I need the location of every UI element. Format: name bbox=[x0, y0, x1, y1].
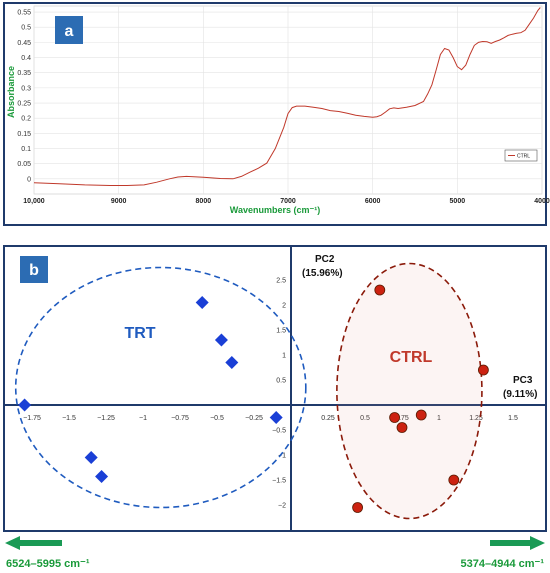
trt-point bbox=[269, 411, 283, 424]
spectrum-frame bbox=[3, 2, 547, 226]
right-range-label: 5374–4944 cm⁻¹ bbox=[461, 558, 545, 570]
panel-a-badge bbox=[55, 16, 83, 44]
y-tick-label: 0.15 bbox=[17, 131, 31, 138]
pc2-tick-label: −2 bbox=[278, 503, 286, 510]
y-tick-label: 0.5 bbox=[21, 25, 31, 32]
left-range-label: 6524–5995 cm⁻¹ bbox=[6, 558, 90, 570]
x-tick-label: 4000 bbox=[534, 198, 550, 205]
pc3-tick-label: −0.75 bbox=[171, 415, 189, 422]
spectrum-panel: 0 0.05 0.1 0.15 0.2 0.25 0.3 0.35 0.4 0.45 0.5 0.55… bbox=[3, 2, 550, 226]
legend-label: CTRL bbox=[517, 154, 530, 160]
ctrl-point bbox=[352, 502, 364, 513]
pc2-tick-label: 2 bbox=[282, 303, 286, 310]
spectrum-y-ticks: 0 0.05 0.1 0.15 0.2 0.25 0.3 0.35 0.4 0.45 0.5 0.55 bbox=[17, 10, 31, 184]
pc3-tick-label: −1.25 bbox=[97, 415, 115, 422]
pc2-axis-label: PC2 bbox=[315, 254, 335, 265]
pc3-tick-label: −0.25 bbox=[245, 415, 263, 422]
panel-b-label: b bbox=[29, 262, 39, 279]
x-tick-label: 6000 bbox=[365, 198, 381, 205]
pc2-tick-label: 0.5 bbox=[276, 378, 286, 385]
panel-b-badge bbox=[20, 256, 48, 283]
trt-point bbox=[84, 451, 98, 464]
ctrl-point bbox=[448, 474, 460, 486]
spectrum-legend: CTRL bbox=[504, 149, 538, 162]
y-tick-label: 0.1 bbox=[21, 146, 31, 153]
pc3-tick-label: −1.75 bbox=[23, 415, 41, 422]
right-arrow bbox=[490, 536, 545, 550]
trt-point bbox=[214, 333, 228, 347]
y-tick-label: 0 bbox=[27, 176, 31, 183]
ctrl-group-label: CTRL bbox=[390, 349, 433, 366]
spectrum-gridlines bbox=[33, 6, 543, 194]
pca-points bbox=[18, 284, 489, 513]
ctrl-confidence-ellipse bbox=[336, 262, 483, 520]
pc3-tick-label: 1.25 bbox=[469, 415, 483, 422]
ctrl-point bbox=[374, 284, 386, 296]
pc3-tick-label: −0.5 bbox=[210, 415, 224, 422]
spectrum-x-ticks: 10,000 9000 8000 7000 6000 5000 4000 bbox=[23, 198, 550, 205]
footer: 6524–5995 cm⁻¹ 5374–4944 cm⁻¹ bbox=[5, 536, 545, 570]
pc3-axis-label: PC3 bbox=[513, 375, 533, 386]
ctrl-point bbox=[415, 409, 427, 421]
y-tick-label: 0.25 bbox=[17, 101, 31, 108]
x-tick-label: 5000 bbox=[450, 198, 466, 205]
ctrl-spectrum-line bbox=[33, 7, 541, 186]
x-tick-label: 8000 bbox=[196, 198, 212, 205]
y-tick-label: 0.2 bbox=[21, 116, 31, 123]
pc2-tick-label: −1 bbox=[278, 453, 286, 460]
spectrum-x-axis-title: Wavenumbers (cm⁻¹) bbox=[230, 205, 320, 215]
y-tick-label: 0.4 bbox=[21, 55, 31, 62]
y-tick-label: 0.55 bbox=[17, 10, 31, 17]
legend-box bbox=[504, 149, 538, 162]
pc3-tick-label: 1 bbox=[437, 415, 441, 422]
pc3-tick-label: −1.5 bbox=[62, 415, 76, 422]
pca-frame bbox=[3, 245, 547, 532]
y-tick-label: 0.45 bbox=[17, 40, 31, 47]
pc2-tick-label: 1 bbox=[282, 353, 286, 360]
pc2-tick-label: −1.5 bbox=[272, 478, 286, 485]
pc2-tick-label: −0.5 bbox=[272, 428, 286, 435]
pc3-tick-label: 0.5 bbox=[360, 415, 370, 422]
y-tick-label: 0.05 bbox=[17, 161, 31, 168]
left-arrow bbox=[5, 536, 62, 550]
trt-point bbox=[225, 356, 239, 369]
x-tick-label: 10,000 bbox=[23, 198, 45, 205]
spectrum-y-axis-title: Absorbance bbox=[6, 66, 16, 118]
ctrl-point bbox=[477, 364, 489, 376]
pc2-tick-label: 2.5 bbox=[276, 278, 286, 285]
pca-panel: −1.75 −1.5 −1.25 −1 −0.75 −0.5 −0.25 0.25 0.5 0.7… bbox=[3, 245, 547, 532]
y-tick-label: 0.3 bbox=[21, 85, 31, 92]
ctrl-point bbox=[396, 422, 408, 433]
x-tick-label: 9000 bbox=[111, 198, 127, 205]
pc3-tick-label: 0.75 bbox=[395, 415, 409, 422]
trt-point bbox=[95, 470, 109, 483]
pc2-tick-label: 1.5 bbox=[276, 328, 286, 335]
pc3-tick-label: 1.5 bbox=[508, 415, 518, 422]
panel-a-label: a bbox=[65, 23, 74, 40]
pc3-variance: (9.11%) bbox=[503, 389, 537, 400]
y-tick-label: 0.35 bbox=[17, 70, 31, 77]
trt-point bbox=[18, 398, 32, 412]
trt-point bbox=[195, 296, 209, 309]
trt-confidence-ellipse bbox=[14, 266, 307, 509]
pc3-tick-label: −1 bbox=[139, 415, 147, 422]
x-tick-label: 7000 bbox=[280, 198, 296, 205]
pc2-variance: (15.96%) bbox=[302, 268, 343, 279]
ctrl-point bbox=[389, 412, 401, 423]
pca-ticks: −1.75 −1.5 −1.25 −1 −0.75 −0.5 −0.25 0.25 0.5 0.7… bbox=[23, 278, 518, 510]
pc3-tick-label: 0.25 bbox=[321, 415, 335, 422]
trt-group-label: TRT bbox=[124, 325, 155, 342]
